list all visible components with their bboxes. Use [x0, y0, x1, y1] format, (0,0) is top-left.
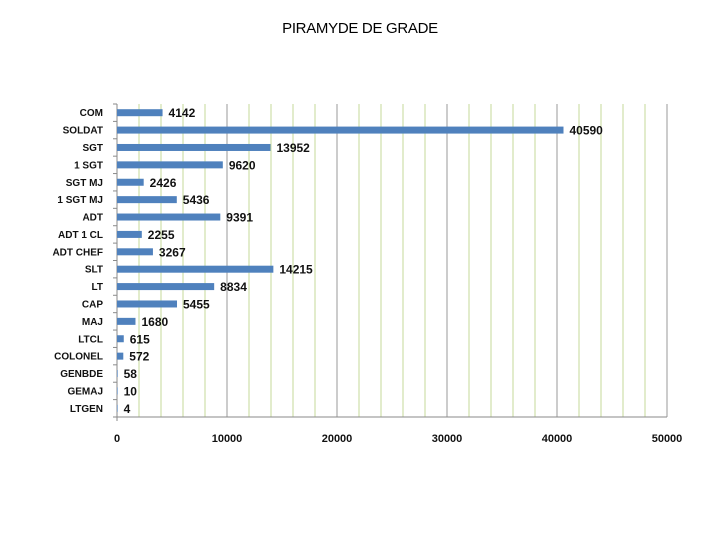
x-tick-label: 10000	[212, 433, 243, 445]
category-label: COLONEL	[54, 352, 103, 363]
category-label: ADT	[82, 213, 103, 224]
data-label: 2426	[150, 176, 177, 190]
category-label: SOLDAT	[63, 126, 103, 137]
bar	[117, 213, 221, 221]
bar	[117, 352, 124, 360]
category-label: SGT	[82, 143, 103, 154]
x-tick-label: 50000	[652, 433, 683, 445]
data-label: 1680	[141, 315, 168, 329]
data-label: 5455	[183, 297, 210, 311]
data-label: 2255	[148, 228, 175, 242]
category-label: GEMAJ	[67, 386, 103, 397]
bar	[117, 387, 118, 395]
data-label: 10	[124, 384, 138, 398]
data-label: 615	[130, 332, 150, 346]
category-label: SLT	[85, 265, 103, 276]
slide-title-text: PIRAMYDE DE GRADE	[282, 20, 438, 37]
category-label: LTGEN	[70, 404, 103, 415]
bar	[117, 317, 136, 325]
data-label: 8834	[220, 280, 247, 294]
data-label: 13952	[276, 141, 310, 155]
bar	[117, 335, 124, 343]
data-label: 4	[124, 402, 131, 416]
category-label: 1 SGT MJ	[57, 195, 103, 206]
category-label: LTCL	[78, 334, 103, 345]
data-label: 9391	[226, 211, 253, 225]
bar	[117, 143, 271, 151]
bar	[117, 126, 564, 134]
category-label: GENBDE	[60, 369, 103, 380]
category-label: COM	[80, 108, 103, 119]
category-label: MAJ	[82, 317, 103, 328]
bar	[117, 109, 163, 117]
data-label: 40590	[569, 124, 603, 138]
data-label: 5436	[183, 193, 210, 207]
category-label: ADT CHEF	[52, 247, 103, 258]
bar	[117, 161, 223, 169]
bar	[117, 248, 153, 256]
x-tick-label: 20000	[322, 433, 353, 445]
bar	[117, 370, 118, 378]
data-label: 572	[129, 350, 149, 364]
bar	[117, 230, 142, 238]
data-label: 14215	[279, 263, 313, 277]
bar	[117, 196, 177, 204]
slide-title: PIRAMYDE DE GRADE	[0, 20, 720, 37]
data-label: 4142	[169, 106, 196, 120]
category-label: 1 SGT	[74, 160, 103, 171]
data-label: 9620	[229, 158, 256, 172]
bar	[117, 300, 178, 308]
x-tick-label: 40000	[542, 433, 573, 445]
data-label: 58	[124, 367, 138, 381]
bar	[117, 178, 144, 186]
bar	[117, 404, 118, 412]
category-label: CAP	[82, 299, 103, 310]
category-label: ADT 1 CL	[58, 230, 103, 241]
category-label: SGT MJ	[66, 178, 103, 189]
data-label: 3267	[159, 245, 186, 259]
category-label: LT	[92, 282, 103, 293]
bar	[117, 265, 274, 273]
x-tick-label: 0	[114, 433, 120, 445]
bar	[117, 283, 215, 291]
x-tick-label: 30000	[432, 433, 463, 445]
